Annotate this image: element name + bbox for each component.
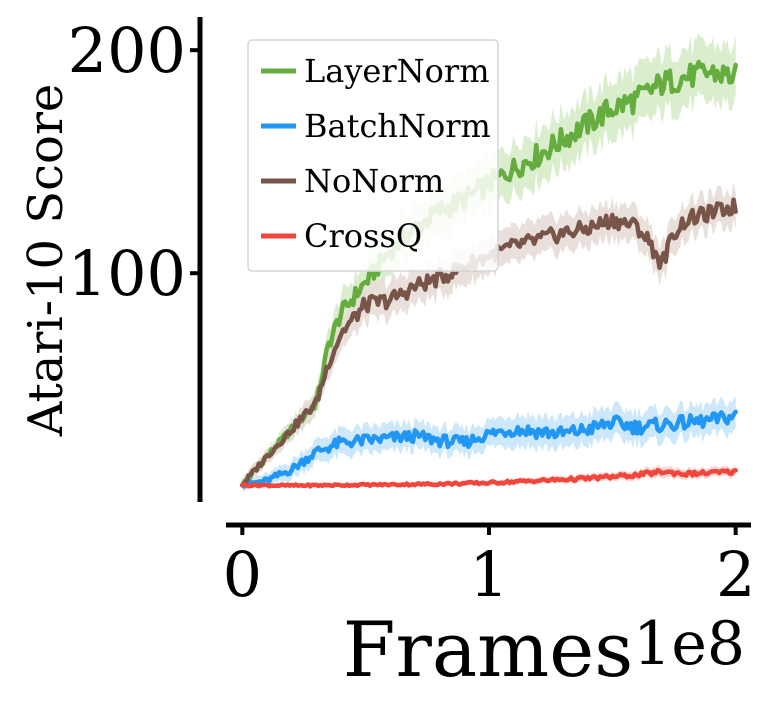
crossq-line	[240, 467, 738, 489]
legend-label-nonorm: NoNorm	[304, 162, 444, 200]
x-tick-label: 1	[469, 538, 508, 611]
x-axis-exponent: 1e8	[633, 609, 745, 679]
legend-frame	[247, 39, 499, 272]
legend-label-crossq: CrossQ	[304, 217, 422, 255]
y-ticks: 100 200	[68, 14, 200, 310]
legend-label-batchnorm: BatchNorm	[304, 107, 491, 145]
x-axis-title: Frames	[343, 605, 633, 694]
y-tick-label: 100	[68, 237, 186, 310]
y-axis-title: Atari-10 Score	[18, 84, 74, 438]
x-tick-label: 0	[223, 538, 262, 611]
legend: LayerNorm BatchNorm NoNorm CrossQ	[247, 39, 499, 272]
x-ticks: 0 1 2	[223, 525, 755, 611]
batchnorm-line	[240, 409, 738, 489]
x-tick-label: 2	[716, 538, 755, 611]
y-tick-label: 200	[68, 14, 186, 87]
legend-label-layernorm: LayerNorm	[304, 52, 490, 90]
